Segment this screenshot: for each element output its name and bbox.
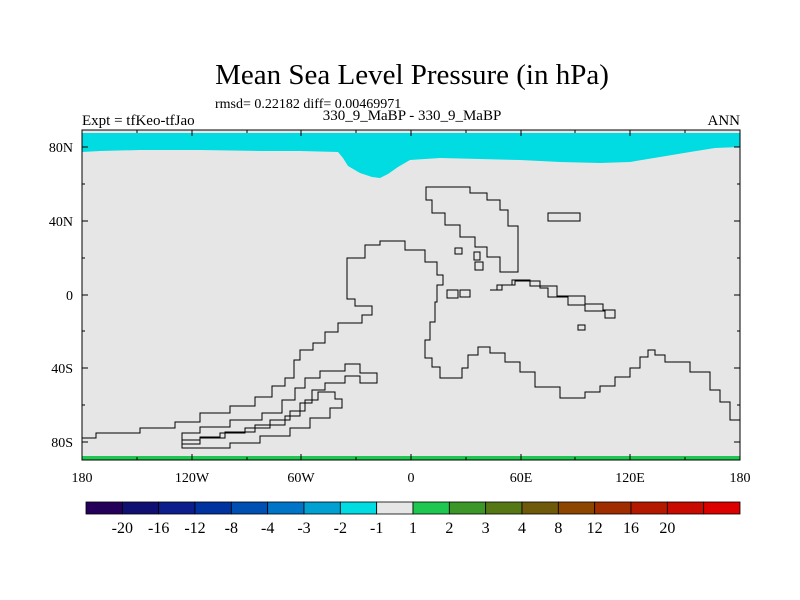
small-island-f-outline xyxy=(577,324,586,331)
right-label: ANN xyxy=(708,113,741,129)
colorbar-label: 16 xyxy=(623,520,639,537)
colorbar-label: 3 xyxy=(482,520,490,537)
colorbar-swatch xyxy=(594,501,632,515)
x-tick-label: 120W xyxy=(175,471,210,486)
small-island-a-outline xyxy=(454,247,463,255)
colorbar-label: -1 xyxy=(370,520,383,537)
colorbar-swatch xyxy=(376,501,414,515)
y-tick-label: 40N xyxy=(49,215,73,230)
colorbar-swatch xyxy=(303,501,341,515)
continent-outlines xyxy=(81,186,740,449)
small-island-e-outline xyxy=(459,289,471,298)
x-tick-label: 180 xyxy=(730,471,751,486)
small-island-b-outline xyxy=(473,251,481,261)
colorbar-label: -4 xyxy=(261,520,274,537)
colorbar-swatch xyxy=(267,501,305,515)
colorbar-swatch xyxy=(557,501,596,515)
southern-peninsula-inner-outline xyxy=(181,391,343,449)
colorbar-label: 12 xyxy=(587,520,603,537)
colorbar-swatch xyxy=(412,501,450,515)
northern-landmass-outline xyxy=(81,240,740,439)
x-tick-labels: 180 120W 60W 0 60E 120E 180 xyxy=(72,471,751,486)
stats-line: rmsd= 0.22182 diff= 0.00469971 xyxy=(215,97,401,112)
colorbar-swatch xyxy=(703,501,741,515)
small-island-d-outline xyxy=(446,289,459,299)
southern-peninsula-outline xyxy=(181,363,378,445)
x-tick-label: 60E xyxy=(510,471,533,486)
colorbar-label: -20 xyxy=(112,520,133,537)
colorbar xyxy=(85,501,741,515)
colorbar-label: 1 xyxy=(409,520,417,537)
x-tick-label: 180 xyxy=(72,471,93,486)
left-label: Expt = tfKeo-tfJao xyxy=(82,113,195,129)
colorbar-swatch xyxy=(194,501,232,515)
colorbar-labels: -20 -16 -12 -8 -4 -3 -2 -1 1 2 3 4 8 12 16 20 xyxy=(112,520,676,537)
eastern-landmass-outline xyxy=(490,279,616,319)
x-tick-label: 60W xyxy=(287,471,315,486)
colorbar-swatch xyxy=(85,501,123,515)
small-island-c-outline xyxy=(474,261,484,271)
colorbar-label: -12 xyxy=(184,520,205,537)
y-tick-label: 40S xyxy=(51,362,73,377)
colorbar-swatch xyxy=(485,501,523,515)
colorbar-label: -8 xyxy=(225,520,238,537)
chart-title: Mean Sea Level Pressure (in hPa) xyxy=(215,59,609,91)
colorbar-swatch xyxy=(448,501,487,515)
colorbar-swatch xyxy=(339,501,378,515)
x-tick-label: 120E xyxy=(615,471,645,486)
northeast-island-outline xyxy=(547,212,581,222)
y-tick-labels: 80N 40N 0 40S 80S xyxy=(49,141,73,451)
colorbar-label: -3 xyxy=(297,520,310,537)
axis-ticks xyxy=(82,130,740,460)
x-tick-label: 0 xyxy=(408,471,415,486)
colorbar-swatch xyxy=(121,501,160,515)
colorbar-swatch xyxy=(230,501,269,515)
colorbar-swatch xyxy=(666,501,705,515)
colorbar-swatch xyxy=(521,501,559,515)
colorbar-label: 4 xyxy=(518,520,526,537)
y-tick-label: 80N xyxy=(49,141,73,156)
north-polar-anomaly xyxy=(82,133,740,178)
colorbar-swatch xyxy=(158,501,196,515)
greenland-outline xyxy=(425,186,519,273)
y-tick-label: 80S xyxy=(51,436,73,451)
colorbar-label: 2 xyxy=(445,520,453,537)
colorbar-label: -2 xyxy=(334,520,347,537)
colorbar-label: -16 xyxy=(148,520,169,537)
y-tick-label: 0 xyxy=(66,289,73,304)
map-plot xyxy=(81,129,741,461)
colorbar-label: 20 xyxy=(659,520,675,537)
map-background xyxy=(82,130,740,460)
colorbar-label: 8 xyxy=(554,520,562,537)
colorbar-swatch xyxy=(630,501,668,515)
center-label: 330_9_MaBP - 330_9_MaBP xyxy=(323,108,502,124)
